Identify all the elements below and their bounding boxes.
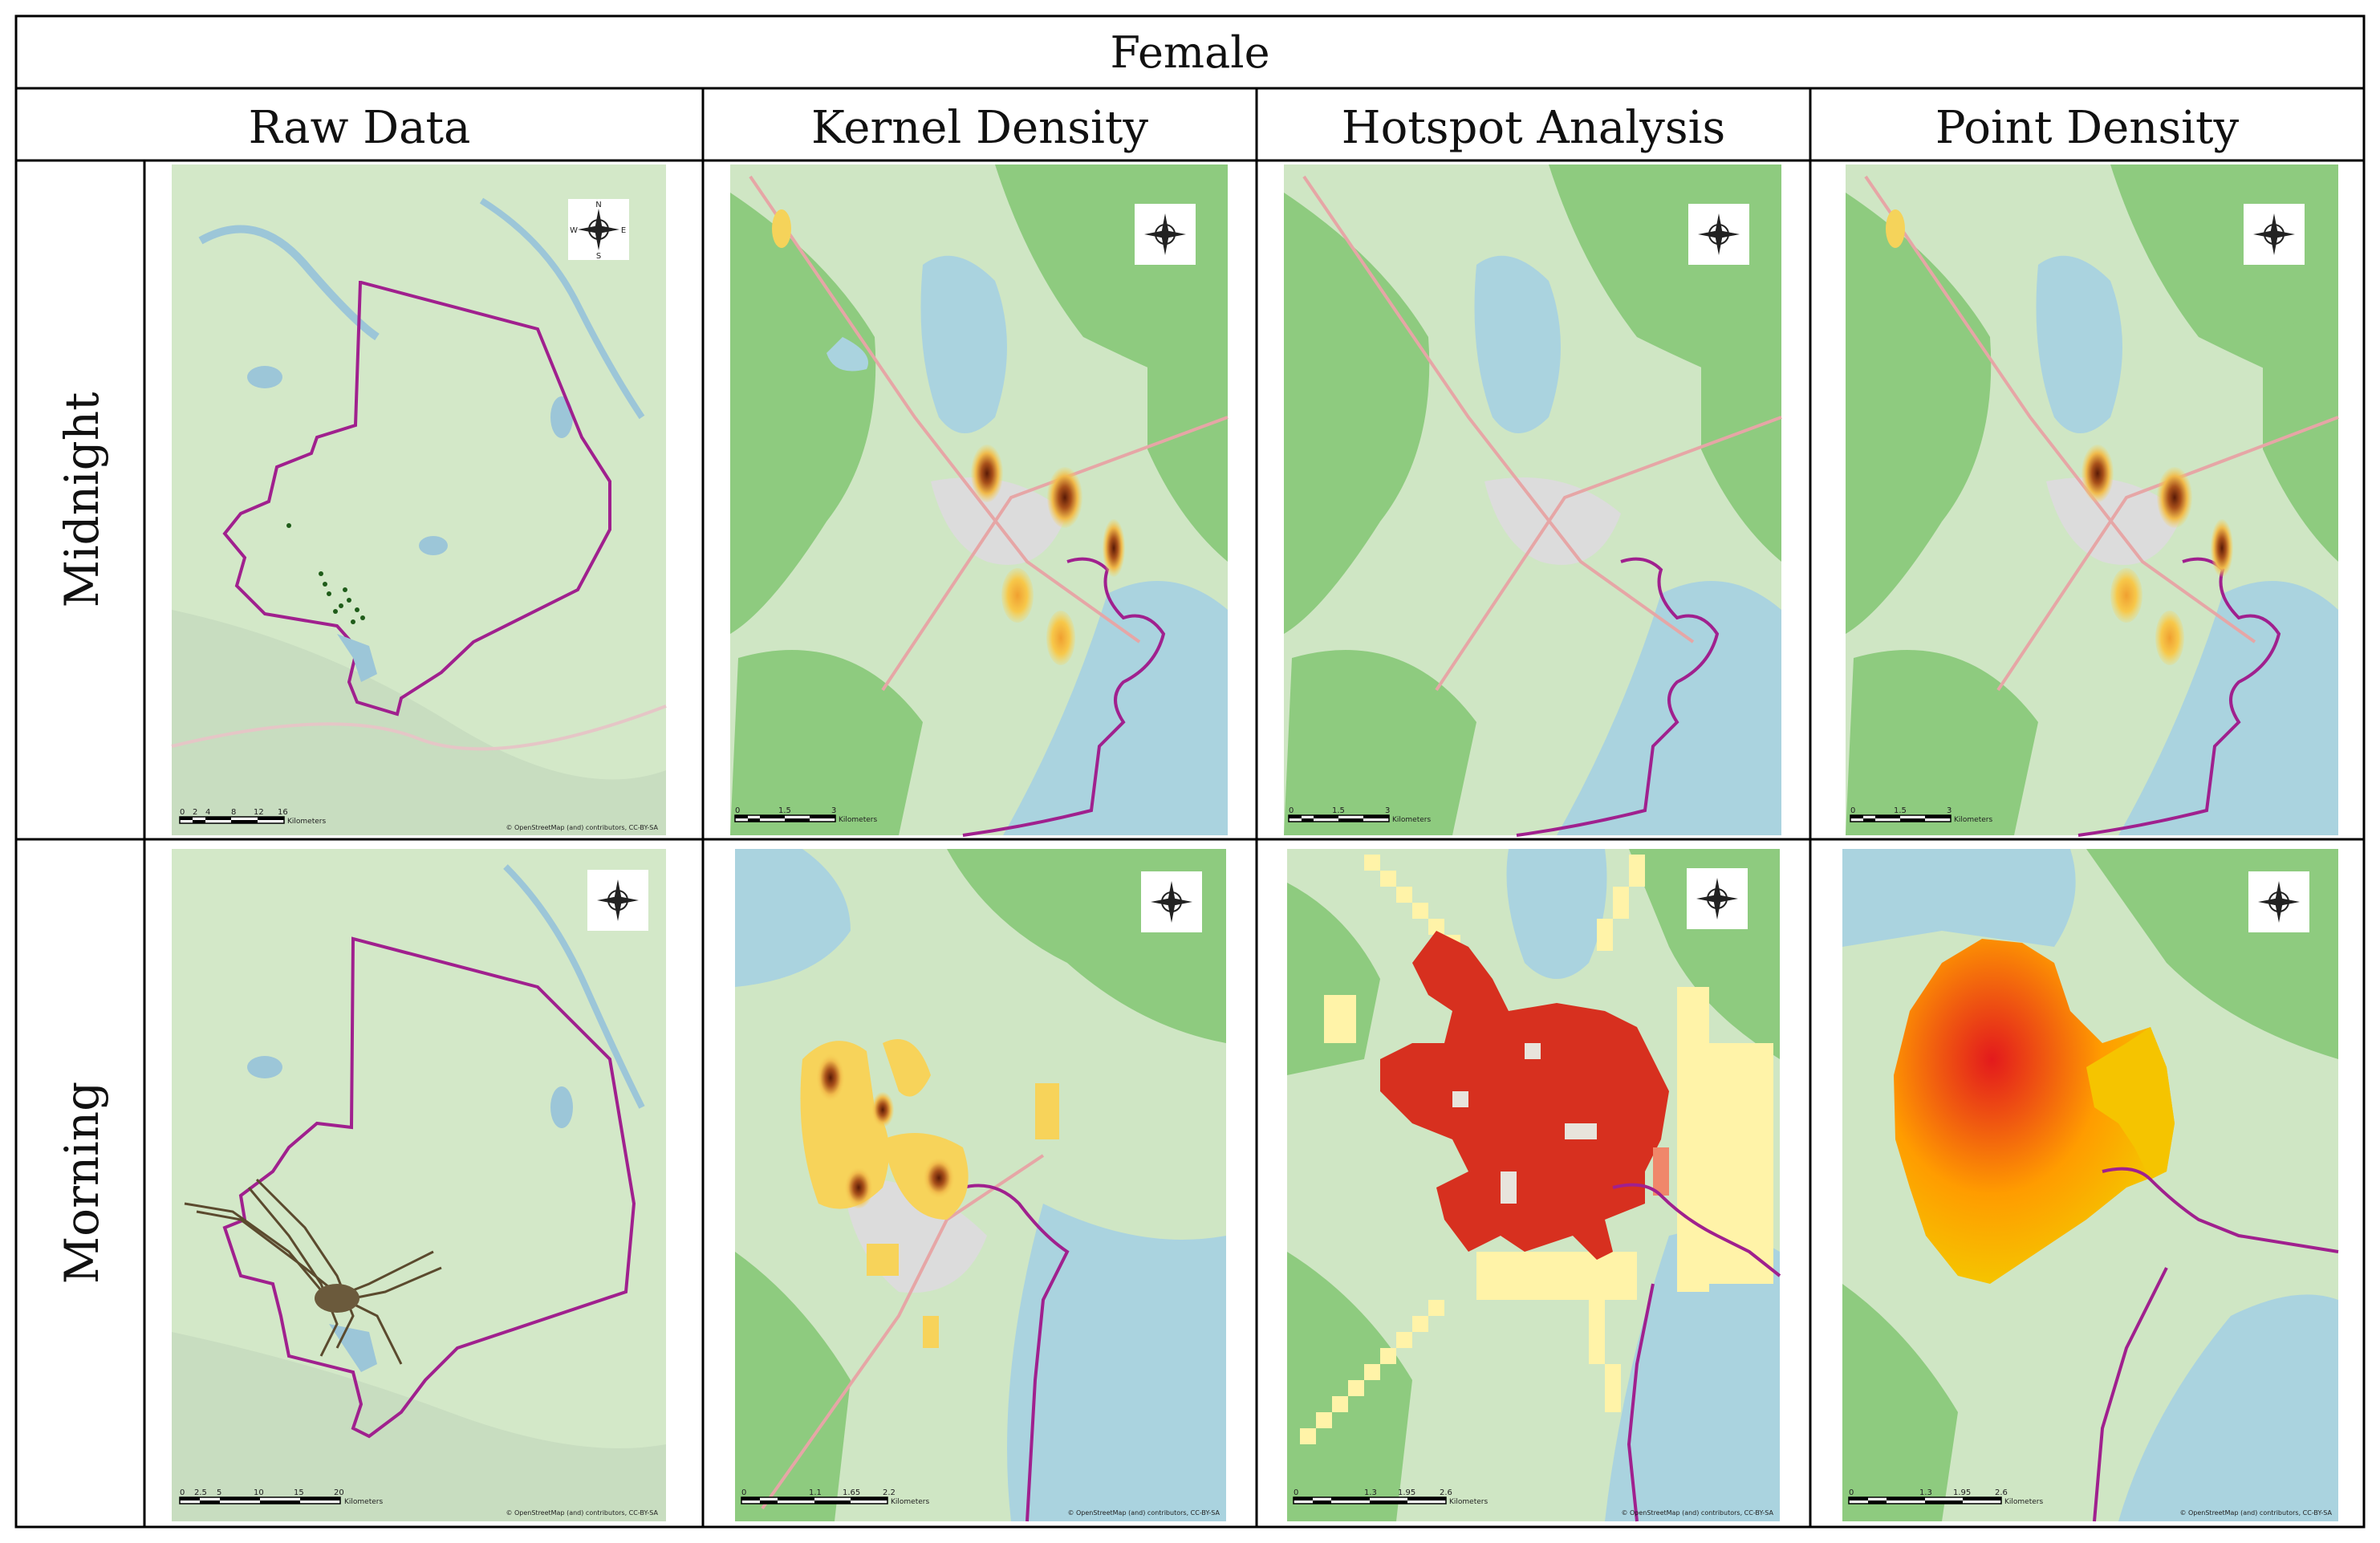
attribution-hotspot-morning: © OpenStreetMap (and) contributors, CC-B…	[1621, 1509, 1773, 1517]
compass-n: N	[595, 201, 601, 209]
svg-text:3: 3	[1385, 806, 1390, 815]
row-header-morning: Morning	[55, 1082, 109, 1284]
svg-text:0: 0	[180, 1488, 185, 1497]
column-header-raw-data: Raw Data	[249, 102, 471, 154]
scalebar-raw-midnight: 0 2 4 8 12 16 Kilometers	[179, 808, 326, 826]
scalebar-hotspot-midnight: 0 1.5 3 Kilometers	[1288, 806, 1431, 824]
scalebar-kernel-midnight: 0 1.5 3 Kilometers	[734, 806, 877, 824]
map-raw-midnight	[171, 164, 667, 835]
svg-text:Kilometers: Kilometers	[344, 1498, 383, 1506]
compass-hotspot-midnight	[1688, 204, 1749, 265]
svg-text:5: 5	[217, 1488, 221, 1497]
svg-text:20: 20	[334, 1488, 344, 1497]
attribution-kernel-morning: © OpenStreetMap (and) contributors, CC-B…	[1067, 1509, 1220, 1517]
attribution-raw-morning: © OpenStreetMap (and) contributors, CC-B…	[506, 1509, 658, 1517]
map-point-midnight	[1846, 164, 2339, 837]
svg-text:3: 3	[1947, 806, 1952, 815]
map-kernel-morning	[735, 849, 1226, 1522]
compass-raw-morning	[587, 870, 648, 931]
map-hotspot-midnight	[1284, 164, 1782, 837]
map-hotspot-morning	[1287, 849, 1781, 1522]
svg-text:1.95: 1.95	[1953, 1488, 1971, 1497]
svg-text:1.3: 1.3	[1919, 1488, 1932, 1497]
svg-text:Kilometers: Kilometers	[287, 818, 326, 826]
svg-text:1.65: 1.65	[843, 1488, 860, 1497]
map-raw-morning	[172, 849, 666, 1521]
compass-kernel-midnight	[1135, 204, 1196, 265]
svg-text:2.5: 2.5	[194, 1488, 207, 1497]
svg-text:Kilometers: Kilometers	[839, 816, 877, 824]
scalebar-raw-morning: 0 2.5 5 10 15 20 Kilometers	[179, 1488, 383, 1506]
compass-s: S	[596, 252, 601, 261]
compass-raw-midnight: N S E W	[568, 199, 629, 261]
svg-text:15: 15	[294, 1488, 304, 1497]
map-point-morning	[1842, 849, 2339, 1522]
svg-text:4: 4	[205, 808, 210, 817]
compass-point-midnight	[2244, 204, 2305, 265]
column-header-kernel-density: Kernel Density	[811, 102, 1148, 154]
svg-text:2.6: 2.6	[1995, 1488, 2008, 1497]
svg-text:3: 3	[831, 806, 836, 815]
table-title: Female	[1110, 27, 1269, 78]
svg-text:0: 0	[1294, 1488, 1298, 1497]
svg-text:1.5: 1.5	[778, 806, 791, 815]
svg-text:1.1: 1.1	[809, 1488, 822, 1497]
svg-text:10: 10	[254, 1488, 264, 1497]
map-kernel-midnight	[730, 164, 1229, 837]
svg-text:1.3: 1.3	[1364, 1488, 1377, 1497]
svg-text:Kilometers: Kilometers	[1392, 816, 1431, 824]
compass-hotspot-morning	[1687, 868, 1748, 929]
scalebar-hotspot-morning: 0 1.3 1.95 2.6 Kilometers	[1293, 1488, 1488, 1506]
scalebar-point-midnight: 0 1.5 3 Kilometers	[1850, 806, 1992, 824]
svg-text:Kilometers: Kilometers	[891, 1498, 929, 1506]
svg-text:8: 8	[231, 808, 236, 817]
compass-kernel-morning	[1141, 871, 1202, 932]
column-header-point-density: Point Density	[1935, 102, 2240, 154]
svg-text:2.2: 2.2	[883, 1488, 896, 1497]
svg-text:2.6: 2.6	[1440, 1488, 1452, 1497]
svg-text:0: 0	[1849, 1488, 1854, 1497]
compass-w: W	[570, 226, 578, 235]
svg-text:Kilometers: Kilometers	[1449, 1498, 1488, 1506]
scalebar-kernel-morning: 0 1.1 1.65 2.2 Kilometers	[741, 1488, 929, 1506]
column-header-hotspot-analysis: Hotspot Analysis	[1342, 102, 1726, 154]
svg-text:Kilometers: Kilometers	[2004, 1498, 2043, 1506]
svg-text:1.5: 1.5	[1894, 806, 1907, 815]
svg-text:1.95: 1.95	[1398, 1488, 1415, 1497]
svg-text:0: 0	[741, 1488, 746, 1497]
svg-text:0: 0	[1289, 806, 1294, 815]
svg-text:Kilometers: Kilometers	[1954, 816, 1992, 824]
svg-text:2: 2	[193, 808, 197, 817]
attribution-raw-midnight: © OpenStreetMap (and) contributors, CC-B…	[506, 824, 658, 831]
scalebar-point-morning: 0 1.3 1.95 2.6 Kilometers	[1848, 1488, 2043, 1506]
table-grid	[14, 14, 2366, 1529]
svg-text:0: 0	[735, 806, 740, 815]
svg-text:16: 16	[278, 808, 288, 817]
svg-text:0: 0	[1850, 806, 1855, 815]
raw-points-midnight	[286, 523, 365, 624]
svg-text:1.5: 1.5	[1332, 806, 1345, 815]
svg-text:0: 0	[180, 808, 185, 817]
svg-text:12: 12	[254, 808, 264, 817]
attribution-point-morning: © OpenStreetMap (and) contributors, CC-B…	[2179, 1509, 2332, 1517]
compass-e: E	[621, 226, 626, 235]
compass-point-morning	[2248, 871, 2309, 932]
row-header-midnight: Midnight	[55, 392, 109, 608]
